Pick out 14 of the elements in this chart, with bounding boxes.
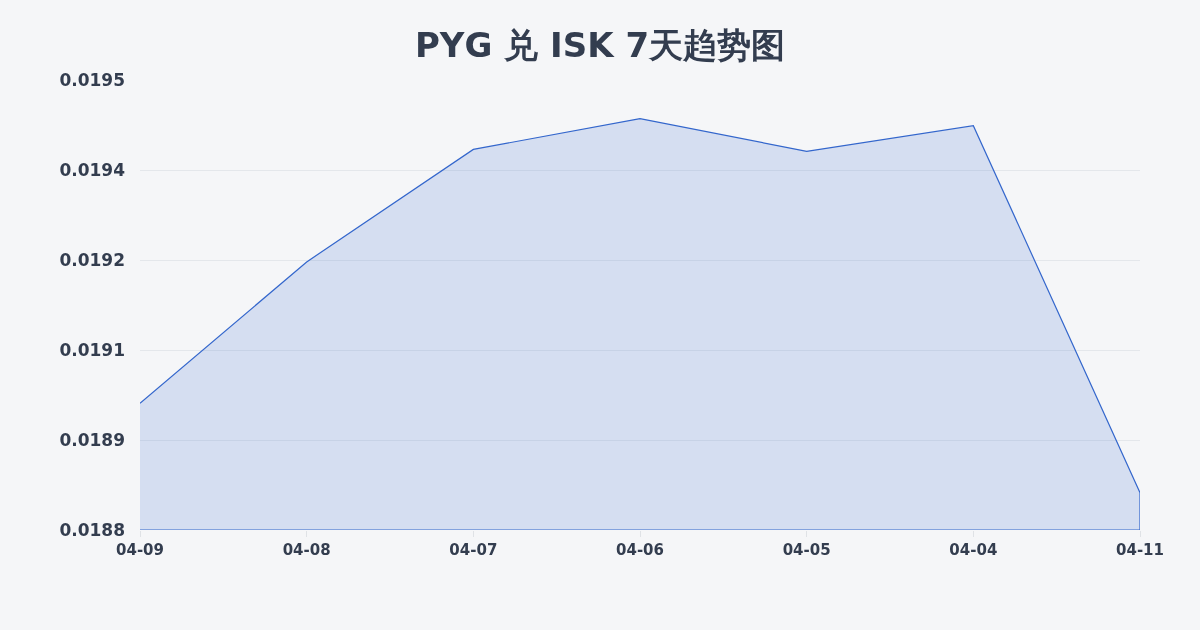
x-tick-label: 04-05 [782,541,831,559]
y-tick-label: 0.0191 [59,339,125,360]
y-tick-label: 0.0192 [59,249,125,270]
y-tick-label: 0.0195 [59,69,125,90]
x-tick-label: 04-06 [616,541,664,559]
y-tick-label: 0.0194 [59,159,126,180]
x-tick-label: 04-09 [116,541,164,559]
x-tick-label: 04-04 [949,541,998,559]
chart-title: PYG 兑 ISK 7天趋势图 [414,24,786,65]
y-tick-label: 0.0189 [59,429,125,450]
x-tick-label: 04-08 [282,541,331,559]
x-tick-label: 04-11 [1116,541,1164,559]
x-tick-label: 04-07 [449,541,498,559]
y-tick-label: 0.0188 [59,519,125,540]
